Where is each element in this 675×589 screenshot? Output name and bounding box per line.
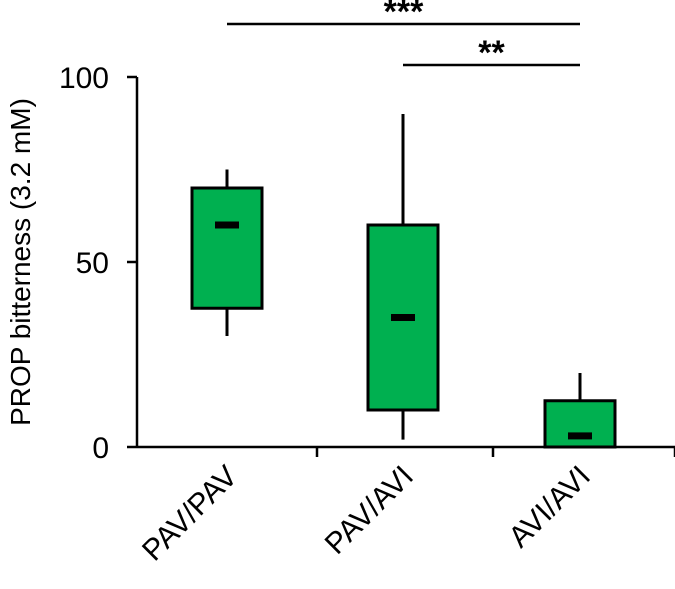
y-tick-label: 0: [92, 432, 109, 465]
boxes: [190, 114, 617, 449]
significance-label: **: [478, 34, 505, 72]
x-tick-label: PAV/AVI: [319, 460, 420, 561]
box-avi-avi: [543, 373, 617, 449]
box-pav-avi: [366, 114, 440, 440]
x-tick-label: PAV/PAV: [136, 460, 244, 568]
box-iqr: [543, 399, 617, 449]
x-tick-label: AVI/AVI: [502, 460, 596, 554]
y-tick-label: 100: [59, 62, 109, 95]
box-pav-pav: [190, 169, 264, 336]
median-marker: [215, 221, 239, 229]
y-tick-label: 50: [76, 247, 109, 280]
significance-label: ***: [384, 0, 424, 31]
y-axis-title-group: PROP bitterness (3.2 mM): [5, 98, 36, 426]
median-marker: [568, 432, 592, 440]
median-marker: [391, 314, 415, 321]
box-iqr: [190, 186, 264, 310]
significance-brackets: *****: [227, 0, 580, 72]
y-axis-title: PROP bitterness (3.2 mM): [5, 98, 36, 426]
